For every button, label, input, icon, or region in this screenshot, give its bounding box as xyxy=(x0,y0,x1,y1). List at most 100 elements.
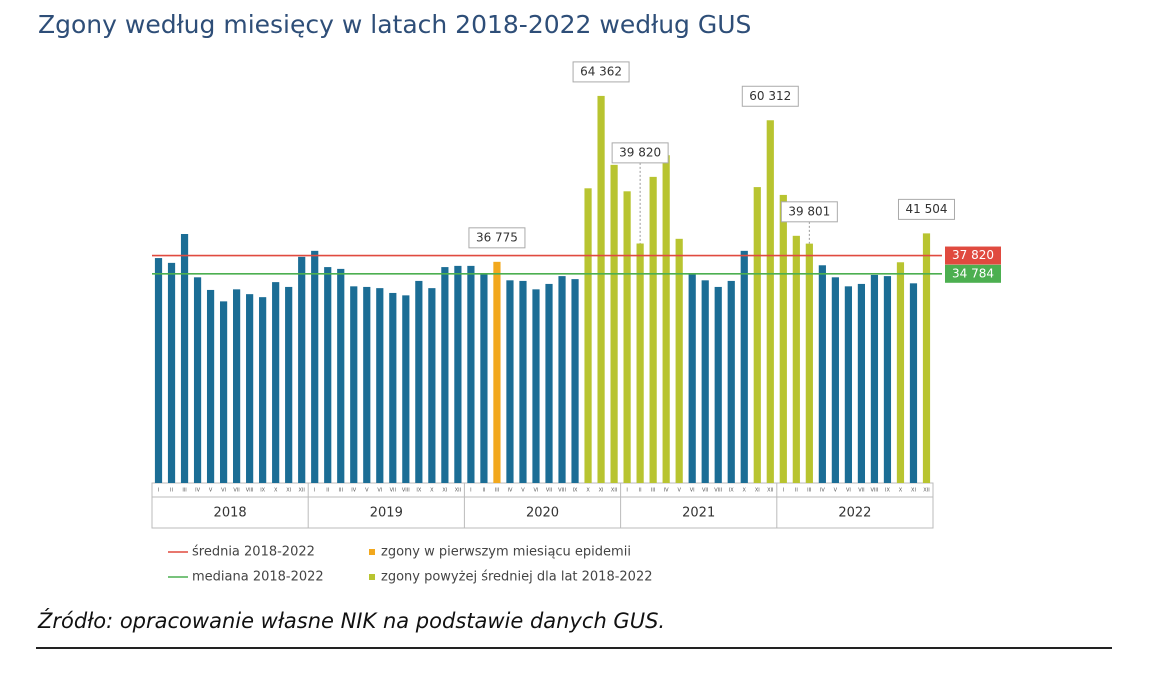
bar xyxy=(506,280,514,483)
x-tick-label: VIII xyxy=(714,488,722,494)
x-tick-label: IV xyxy=(351,488,356,494)
bar xyxy=(193,277,202,483)
reference-label-box xyxy=(945,246,1001,265)
bar xyxy=(662,155,670,483)
value-label: 36 775 xyxy=(476,230,518,244)
x-tick-label: I xyxy=(158,488,159,494)
bar xyxy=(480,273,488,483)
x-tick-label: II xyxy=(326,488,329,494)
bar xyxy=(259,297,267,483)
x-tick-label: V xyxy=(521,488,525,494)
bar xyxy=(350,286,358,483)
x-tick-label: III xyxy=(339,488,343,494)
x-tick-label: II xyxy=(482,488,485,494)
x-tick-label: XII xyxy=(611,488,617,494)
x-tick-label: XII xyxy=(299,488,305,494)
bar xyxy=(246,294,254,483)
bar xyxy=(714,286,722,483)
x-tick-label: IV xyxy=(508,488,513,494)
bar xyxy=(363,286,371,483)
bar xyxy=(298,256,306,483)
bar xyxy=(727,280,735,483)
x-tick-label: III xyxy=(807,488,811,494)
value-label-box xyxy=(780,201,838,223)
x-tick-label: II xyxy=(795,488,798,494)
value-label-box xyxy=(572,61,630,83)
year-label: 2020 xyxy=(526,506,559,521)
bar xyxy=(857,283,866,483)
bar xyxy=(337,268,345,483)
bar xyxy=(831,277,839,483)
year-label: 2019 xyxy=(370,506,403,521)
x-tick-label: I xyxy=(626,488,627,494)
value-label-box xyxy=(611,142,669,164)
x-tick-label: IV xyxy=(664,488,669,494)
x-tick-label: XI xyxy=(442,488,447,494)
x-tick-label: VII xyxy=(858,488,864,494)
value-label: 39 820 xyxy=(619,145,661,159)
bar xyxy=(636,243,644,483)
x-tick-label: VII xyxy=(390,488,396,494)
x-tick-label: VII xyxy=(546,488,552,494)
x-tick-label: VIII xyxy=(870,488,878,494)
x-tick-label: III xyxy=(182,488,186,494)
bar xyxy=(597,95,605,484)
bar xyxy=(740,250,748,483)
x-tick-label: XI xyxy=(286,488,291,494)
x-tick-label: VII xyxy=(233,488,239,494)
axis-box xyxy=(151,482,934,529)
year-label: 2022 xyxy=(838,506,871,521)
x-tick-label: I xyxy=(783,488,784,494)
value-label-box xyxy=(897,198,955,220)
bar xyxy=(610,164,618,483)
bar xyxy=(467,265,475,483)
x-tick-label: IX xyxy=(573,488,578,494)
x-tick-label: XI xyxy=(911,488,916,494)
x-tick-label: V xyxy=(209,488,213,494)
x-tick-label: XII xyxy=(767,488,773,494)
x-tick-label: II xyxy=(639,488,642,494)
x-tick-label: IV xyxy=(820,488,825,494)
legend-label: zgony w pierwszym miesiącu epidemii xyxy=(381,545,631,560)
x-tick-label: II xyxy=(170,488,173,494)
bar xyxy=(233,289,241,483)
value-label-box xyxy=(468,227,526,249)
reference-label: 34 784 xyxy=(952,266,994,280)
x-tick-label: V xyxy=(834,488,838,494)
bar xyxy=(285,286,293,483)
value-label: 41 504 xyxy=(905,202,947,216)
x-tick-label: X xyxy=(743,488,747,494)
bar xyxy=(701,280,709,483)
bar xyxy=(206,289,215,483)
bar xyxy=(558,276,566,483)
legend-label: mediana 2018-2022 xyxy=(192,570,324,585)
x-tick-label: VI xyxy=(377,488,382,494)
x-tick-label: V xyxy=(365,488,369,494)
x-tick-label: XII xyxy=(455,488,461,494)
bar xyxy=(415,280,423,483)
bar xyxy=(441,267,449,483)
x-tick-label: III xyxy=(651,488,655,494)
x-tick-label: IX xyxy=(416,488,421,494)
bar xyxy=(844,286,852,483)
bar xyxy=(324,267,332,483)
bar xyxy=(571,279,579,483)
bar xyxy=(545,283,553,483)
value-label: 60 312 xyxy=(749,89,791,103)
x-tick-label: XII xyxy=(923,488,929,494)
bar xyxy=(272,282,280,483)
x-tick-label: III xyxy=(495,488,499,494)
x-tick-label: VI xyxy=(690,488,695,494)
bar xyxy=(154,258,163,483)
bar xyxy=(753,187,761,483)
bar xyxy=(675,238,683,483)
reference-label: 37 820 xyxy=(952,248,994,262)
x-tick-label: VIII xyxy=(402,488,410,494)
bar xyxy=(454,265,462,483)
legend-label: zgony powyżej średniej dla lat 2018-2022 xyxy=(381,570,653,585)
x-tick-label: X xyxy=(899,488,903,494)
bar xyxy=(792,235,800,483)
value-label-box xyxy=(741,85,799,107)
legend-swatch xyxy=(369,549,375,555)
bar xyxy=(519,280,527,483)
